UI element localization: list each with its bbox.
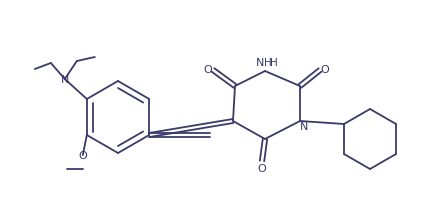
Text: N: N (256, 58, 264, 68)
Text: O: O (78, 150, 87, 160)
Text: N: N (300, 121, 308, 131)
Text: H: H (270, 58, 278, 68)
Text: O: O (258, 163, 266, 173)
Text: O: O (321, 65, 329, 75)
Text: O: O (204, 65, 212, 75)
Text: N: N (61, 75, 69, 85)
Text: H: H (264, 58, 272, 68)
